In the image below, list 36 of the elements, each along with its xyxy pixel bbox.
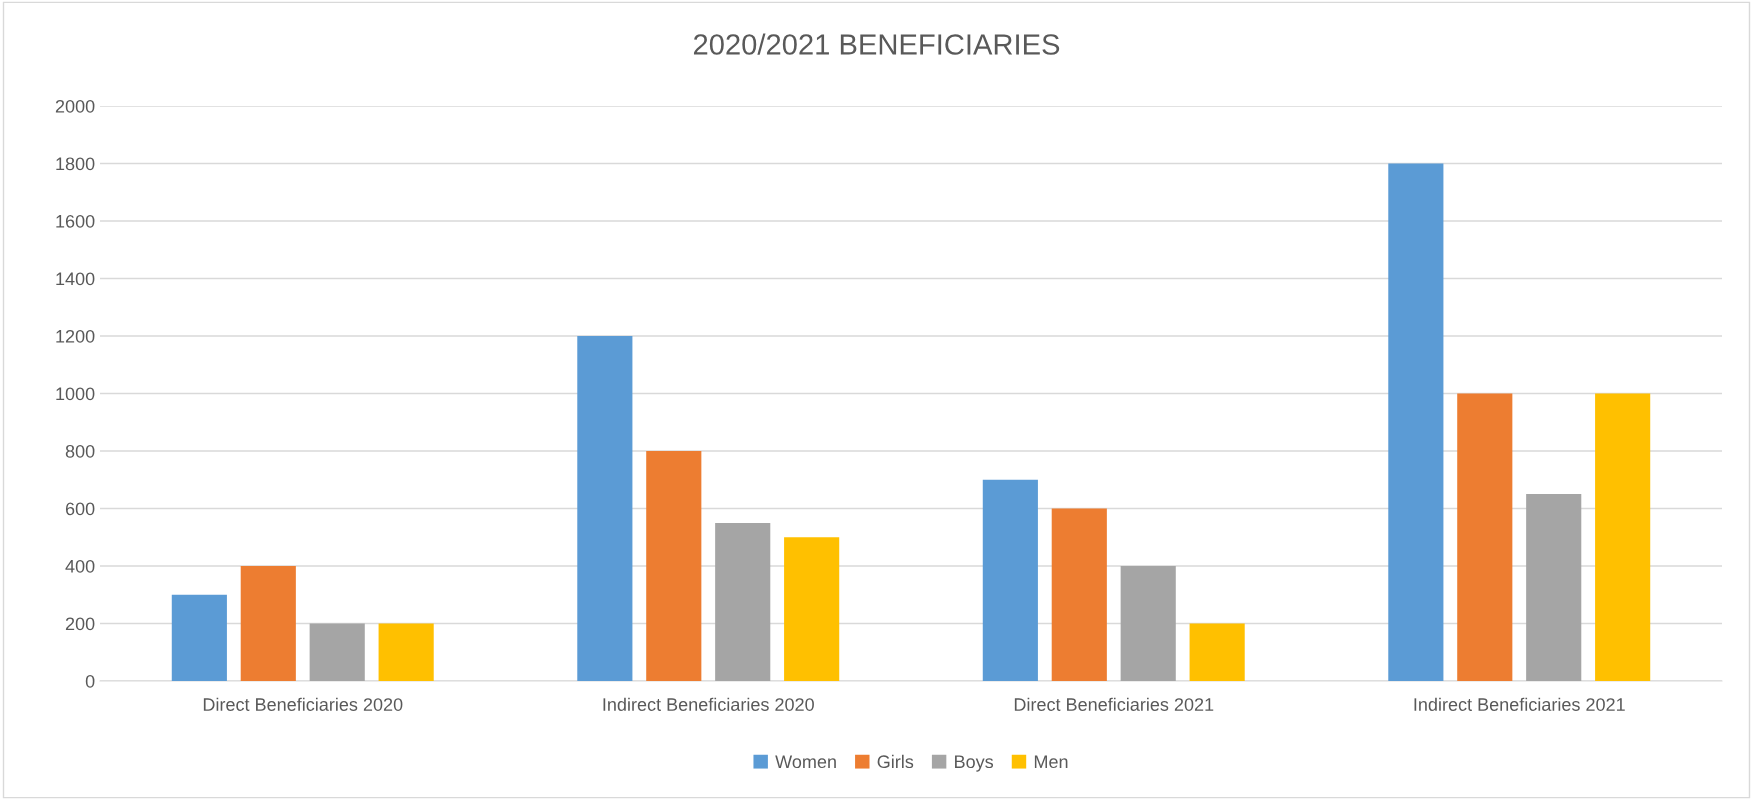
x-tick-label: Direct Beneficiaries 2020 (203, 697, 403, 711)
bar (1051, 508, 1107, 681)
y-tick-label: 600 (65, 502, 95, 516)
y-tick-label: 800 (65, 444, 95, 458)
y-tick-label: 1200 (56, 329, 95, 343)
bar (1189, 623, 1245, 681)
chart-title: 2020/2021 BENEFICIARIES (693, 33, 1060, 55)
bar (378, 623, 434, 681)
bar (715, 522, 771, 681)
bar (1595, 393, 1651, 681)
legend-label: Women (775, 755, 836, 769)
y-tick-label: 0 (85, 674, 95, 688)
bar (1526, 494, 1582, 681)
y-tick-label: 1600 (56, 214, 95, 228)
bar (171, 594, 227, 681)
bar (784, 537, 840, 681)
bar (1120, 566, 1176, 681)
legend-label: Boys (955, 755, 994, 772)
y-tick-label: 2000 (55, 99, 95, 113)
y-tick-label: 200 (65, 617, 95, 631)
bar (646, 451, 702, 681)
bar (1388, 163, 1444, 681)
bar (1457, 393, 1513, 681)
x-tick-label: Direct Beneficiaries 2021 (1014, 697, 1214, 711)
bar (240, 566, 296, 681)
legend-label: Men (1034, 755, 1068, 769)
x-tick-label: Indirect Beneficiaries 2021 (1414, 697, 1625, 711)
bar (982, 479, 1038, 681)
legend-label: Girls (877, 754, 914, 769)
y-tick-label: 1400 (56, 272, 95, 286)
y-tick-label: 400 (65, 559, 95, 573)
y-tick-label: 1800 (56, 157, 95, 171)
y-tick-label: 1000 (56, 387, 95, 401)
bar (309, 623, 365, 681)
x-tick-label: Indirect Beneficiaries 2020 (603, 697, 814, 711)
bar (577, 336, 633, 681)
